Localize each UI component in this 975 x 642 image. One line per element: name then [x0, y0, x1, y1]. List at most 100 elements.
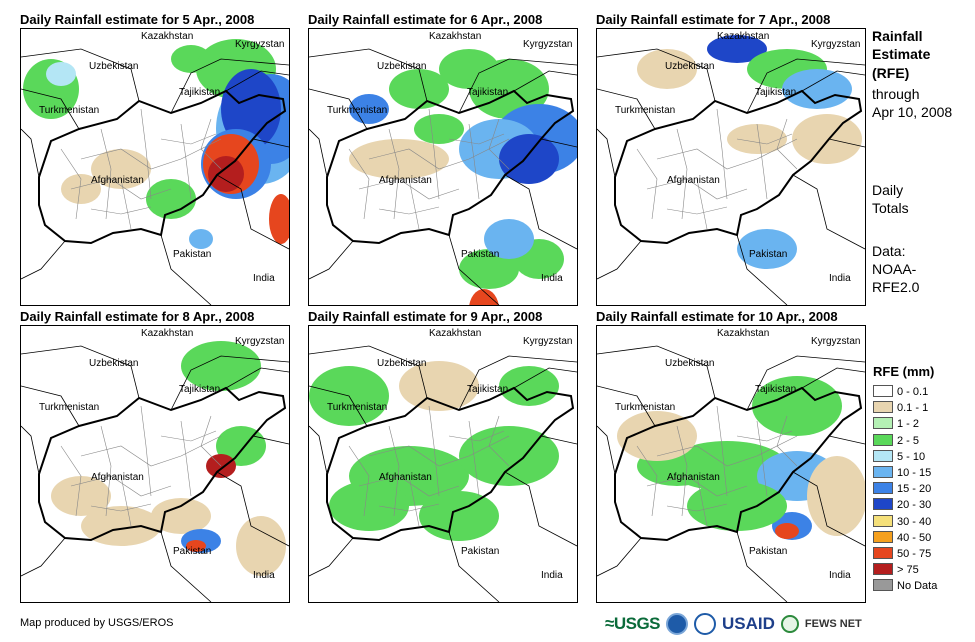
legend-label: 40 - 50 — [897, 531, 932, 544]
legend-item: No Data — [873, 579, 937, 593]
afghanistan-border — [38, 89, 287, 245]
province-border — [388, 425, 400, 517]
rainfall-area — [707, 35, 767, 63]
side-heading-2: Estimate — [872, 46, 931, 62]
province-border — [428, 108, 440, 200]
country-border — [21, 425, 40, 475]
country-label-turkmenistan: Turkmenistan — [327, 105, 388, 116]
legend-item: 20 - 30 — [873, 498, 931, 512]
rainfall-panel-8apr: Daily Rainfall estimate for 8 Apr., 2008… — [20, 309, 290, 609]
country-label-india: India — [829, 273, 851, 284]
country-label-afghanistan: Afghanistan — [667, 175, 720, 186]
country-border — [746, 58, 865, 114]
rainfall-map: Kazakhstan Kyrgyzstan Uzbekistan Tajikistan… — [596, 325, 866, 603]
legend-item: 15 - 20 — [873, 482, 931, 496]
rainfall-area — [186, 540, 206, 552]
country-label-turkmenistan: Turkmenistan — [39, 402, 100, 413]
province-border — [756, 420, 768, 497]
country-border — [216, 471, 289, 547]
province-border — [656, 435, 798, 467]
country-label-turkmenistan: Turkmenistan — [39, 105, 100, 116]
province-border — [90, 503, 152, 512]
panel-title: Daily Rainfall estimate for 5 Apr., 2008 — [20, 12, 255, 27]
country-label-uzbekistan: Uzbekistan — [89, 358, 139, 369]
rainfall-map: Kazakhstan Kyrgyzstan Uzbekistan Tajikistan… — [596, 28, 866, 306]
country-label-uzbekistan: Uzbekistan — [665, 61, 715, 72]
rainfall-area — [414, 114, 464, 144]
legend-swatch — [873, 563, 893, 576]
usgs-logo: ≈USGS — [605, 614, 661, 633]
country-label-kazakhstan: Kazakhstan — [429, 31, 482, 42]
legend-label: 1 - 2 — [897, 418, 920, 431]
country-border — [448, 531, 500, 602]
country-border — [504, 471, 577, 547]
country-border — [597, 48, 716, 102]
rainfall-area — [236, 516, 286, 576]
legend-item: 0 - 0.1 — [873, 385, 929, 399]
legend-swatch — [873, 433, 893, 446]
province-border — [200, 118, 222, 170]
legend-item: > 75 — [873, 563, 919, 577]
country-border — [309, 48, 428, 102]
country-border — [21, 537, 66, 577]
province-border — [180, 420, 192, 497]
rainfall-area — [329, 481, 409, 531]
panel-title: Daily Rainfall estimate for 10 Apr., 200… — [596, 309, 838, 324]
legend-swatch — [873, 466, 893, 479]
country-label-pakistan: Pakistan — [749, 546, 788, 557]
country-border — [448, 234, 500, 305]
rainfall-map: Kazakhstan Kyrgyzstan Uzbekistan Tajikistan… — [308, 325, 578, 603]
province-border — [388, 128, 400, 220]
rainfall-area — [737, 229, 797, 269]
legend-label: > 75 — [897, 564, 919, 577]
rainfall-area — [469, 289, 499, 305]
country-label-kazakhstan: Kazakhstan — [141, 31, 194, 42]
legend-swatch — [873, 530, 893, 543]
map-credit: Map produced by USGS/EROS — [20, 617, 174, 629]
province-border — [180, 123, 192, 200]
country-border — [252, 138, 289, 148]
country-label-afghanistan: Afghanistan — [91, 175, 144, 186]
rainfall-area — [61, 174, 101, 204]
legend-label: 0 - 0.1 — [897, 386, 929, 398]
country-label-india: India — [253, 273, 275, 284]
country-label-kyrgyzstan: Kyrgyzstan — [811, 39, 861, 50]
country-border — [597, 240, 642, 280]
province-border — [636, 148, 658, 220]
rainfall-area — [499, 366, 559, 406]
country-label-tajikistan: Tajikistan — [755, 384, 797, 395]
rainfall-area — [752, 376, 842, 436]
side-daily-1: Daily — [872, 182, 904, 198]
country-border — [736, 234, 788, 305]
province-border — [60, 445, 82, 517]
legend-item: 40 - 50 — [873, 530, 932, 545]
province-border — [756, 123, 768, 200]
country-border — [597, 345, 716, 399]
side-through-1: through — [872, 86, 920, 102]
country-border — [513, 70, 577, 92]
rainfall-area — [146, 179, 196, 219]
country-border — [21, 88, 80, 130]
country-label-uzbekistan: Uzbekistan — [377, 61, 427, 72]
rainfall-area — [189, 229, 213, 249]
map-canvas — [597, 345, 865, 602]
province-border — [70, 475, 172, 497]
province-border — [776, 118, 798, 170]
rainfall-area — [459, 249, 519, 289]
legend-title: RFE (mm) — [873, 364, 935, 379]
country-border — [597, 128, 616, 178]
province-border — [100, 425, 112, 517]
legend-label: 30 - 40 — [897, 515, 932, 528]
rainfall-area — [349, 139, 449, 179]
country-label-turkmenistan: Turkmenistan — [615, 402, 676, 413]
side-daily-2: Totals — [872, 200, 909, 216]
country-label-uzbekistan: Uzbekistan — [89, 61, 139, 72]
province-border — [120, 475, 132, 527]
province-border — [70, 178, 172, 200]
country-label-kyrgyzstan: Kyrgyzstan — [523, 336, 573, 347]
panel-title: Daily Rainfall estimate for 8 Apr., 2008 — [20, 309, 255, 324]
country-label-pakistan: Pakistan — [173, 546, 212, 557]
rainfall-area — [484, 219, 534, 259]
country-border — [309, 425, 328, 475]
afghanistan-border — [614, 89, 863, 245]
